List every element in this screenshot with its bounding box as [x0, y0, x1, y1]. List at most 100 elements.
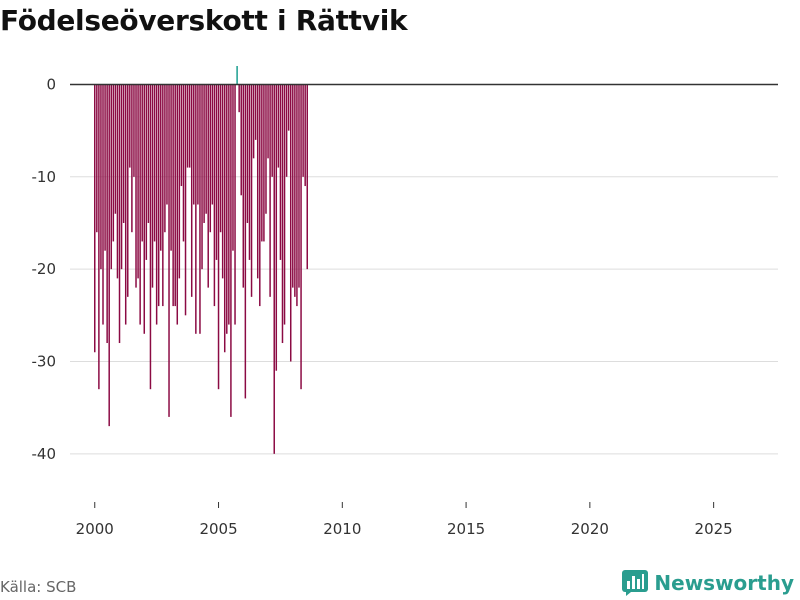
bar[interactable] — [234, 84, 236, 325]
bar[interactable] — [129, 84, 131, 168]
bar[interactable] — [205, 84, 207, 214]
bar[interactable] — [244, 84, 247, 399]
bar[interactable] — [252, 84, 255, 159]
bar[interactable] — [96, 84, 98, 233]
bar[interactable] — [242, 84, 245, 288]
bar[interactable] — [275, 84, 278, 371]
bar[interactable] — [294, 84, 296, 297]
bar[interactable] — [151, 84, 154, 288]
bar[interactable] — [292, 84, 294, 288]
bar[interactable] — [281, 84, 284, 344]
bar[interactable] — [164, 84, 166, 233]
bar[interactable] — [118, 84, 121, 344]
bar[interactable] — [230, 84, 232, 417]
bar[interactable] — [98, 84, 100, 390]
bar[interactable] — [102, 84, 104, 325]
bar[interactable] — [254, 84, 257, 140]
bar[interactable] — [122, 84, 125, 223]
bar[interactable] — [279, 84, 282, 260]
bar[interactable] — [261, 84, 263, 242]
bar[interactable] — [114, 84, 117, 214]
bar[interactable] — [116, 84, 119, 279]
bar[interactable] — [238, 84, 240, 113]
bar[interactable] — [236, 66, 238, 85]
bar[interactable] — [172, 84, 174, 307]
bar[interactable] — [283, 84, 286, 325]
bar[interactable] — [267, 84, 269, 159]
bar[interactable] — [201, 84, 203, 270]
bar[interactable] — [271, 84, 273, 177]
bar[interactable] — [153, 84, 156, 242]
bar[interactable] — [104, 84, 106, 251]
bar[interactable] — [296, 84, 298, 307]
bar[interactable] — [302, 84, 304, 177]
bar[interactable] — [289, 84, 292, 362]
bar[interactable] — [193, 84, 195, 205]
bar[interactable] — [160, 84, 162, 251]
bar[interactable] — [215, 84, 218, 260]
bar[interactable] — [203, 84, 205, 223]
bar[interactable] — [232, 84, 234, 251]
bar[interactable] — [184, 84, 187, 316]
bar[interactable] — [213, 84, 216, 307]
bar[interactable] — [147, 84, 150, 223]
bar[interactable] — [127, 84, 129, 297]
bar[interactable] — [263, 84, 265, 242]
bar[interactable] — [207, 84, 209, 288]
bar[interactable] — [131, 84, 133, 233]
bar[interactable] — [100, 84, 102, 270]
bar[interactable] — [120, 84, 123, 270]
bar[interactable] — [166, 84, 168, 205]
bar[interactable] — [221, 84, 224, 279]
bar[interactable] — [273, 84, 275, 454]
bar[interactable] — [256, 84, 259, 279]
bar[interactable] — [110, 84, 113, 270]
bar[interactable] — [182, 84, 185, 242]
bar[interactable] — [133, 84, 135, 177]
bar[interactable] — [141, 84, 143, 242]
bar[interactable] — [269, 84, 271, 297]
bar[interactable] — [228, 84, 230, 325]
bar[interactable] — [168, 84, 170, 417]
bar[interactable] — [124, 84, 127, 325]
bar[interactable] — [137, 84, 139, 279]
bar[interactable] — [180, 84, 183, 187]
bar[interactable] — [199, 84, 201, 334]
bar[interactable] — [143, 84, 146, 334]
bar[interactable] — [265, 84, 267, 214]
bar[interactable] — [246, 84, 249, 223]
bar[interactable] — [217, 84, 220, 390]
bar[interactable] — [277, 84, 280, 168]
bar[interactable] — [285, 84, 288, 177]
bar[interactable] — [155, 84, 158, 325]
bar[interactable] — [250, 84, 253, 297]
bar[interactable] — [219, 84, 222, 233]
bar[interactable] — [298, 84, 300, 288]
bar[interactable] — [226, 84, 228, 334]
bar[interactable] — [195, 84, 197, 334]
bar[interactable] — [248, 84, 251, 260]
bar[interactable] — [162, 84, 164, 307]
bar[interactable] — [176, 84, 179, 325]
bar[interactable] — [149, 84, 152, 390]
bar[interactable] — [94, 84, 96, 353]
brand-logo[interactable]: Newsworthy — [622, 570, 794, 596]
bar[interactable] — [178, 84, 181, 279]
bar[interactable] — [306, 84, 308, 270]
bar[interactable] — [112, 84, 115, 242]
bar[interactable] — [197, 84, 199, 205]
bar[interactable] — [135, 84, 137, 288]
bar[interactable] — [139, 84, 141, 325]
bar[interactable] — [106, 84, 108, 344]
bar[interactable] — [145, 84, 148, 260]
bar[interactable] — [188, 84, 191, 168]
bar[interactable] — [240, 84, 242, 196]
bar[interactable] — [209, 84, 212, 233]
bar[interactable] — [300, 84, 302, 390]
bar[interactable] — [211, 84, 214, 205]
bar[interactable] — [259, 84, 261, 307]
bar[interactable] — [174, 84, 176, 307]
bar[interactable] — [108, 84, 110, 427]
bar[interactable] — [170, 84, 172, 251]
bar[interactable] — [186, 84, 189, 168]
